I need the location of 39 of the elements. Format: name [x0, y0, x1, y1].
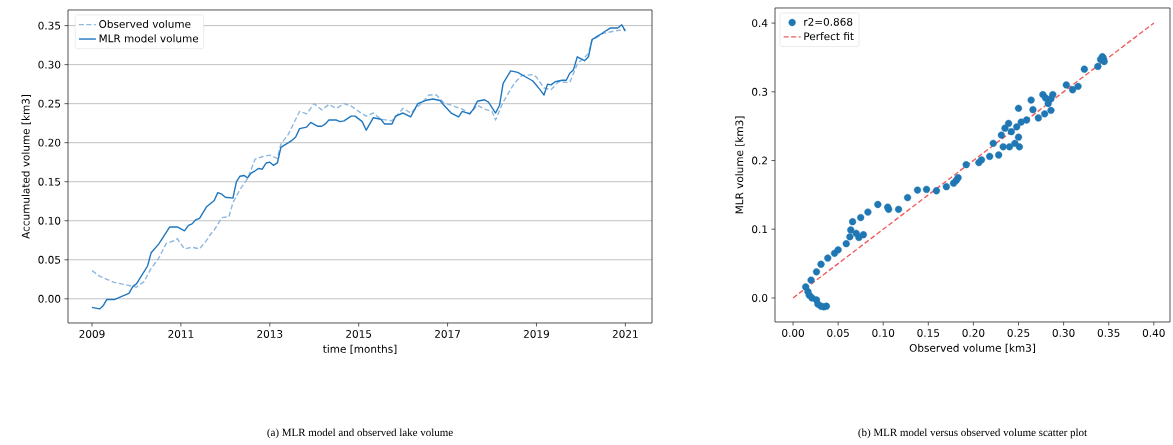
text: (a) MLR model and observed lake volume	[267, 428, 453, 439]
text: (b) MLR model versus observed volume scatter plot	[858, 428, 1088, 439]
x-tick-label: 0.25	[1007, 329, 1030, 337]
x-axis-title: Observed volume [km3]	[909, 343, 1036, 354]
legend-label: Observed volume	[99, 19, 191, 28]
legend-label: MLR model volume	[99, 34, 199, 43]
x-tick-label: 2019	[523, 330, 550, 338]
x-tick-label: 2021	[612, 330, 638, 338]
y-tick-label: 0.05	[38, 255, 61, 264]
y-tick-label: 0.25	[38, 99, 61, 108]
y-tick-label: 0.00	[38, 294, 61, 303]
x-tick-label: 0.40	[1142, 329, 1165, 337]
x-tick-label: 0.30	[1052, 329, 1075, 337]
y-tick-label: 0.2	[752, 156, 767, 165]
x-tick-label: 2009	[79, 330, 105, 338]
y-tick-label: 0.1	[752, 225, 768, 234]
legend-label: r2=0.868	[804, 17, 853, 26]
y-axis-title: MLR volume [km3]	[735, 116, 745, 214]
y-tick-label: 0.35	[38, 21, 61, 30]
x-tick-label: 0.10	[872, 329, 895, 337]
x-tick-label: 2017	[435, 330, 460, 338]
x-tick-label: 2015	[346, 330, 372, 338]
y-tick-label: 0.0	[752, 293, 768, 302]
y-tick-label: 0.30	[38, 60, 61, 69]
y-tick-label: 0.4	[752, 19, 768, 28]
x-tick-label: 2013	[257, 330, 283, 338]
legend-label: Perfect fit	[804, 32, 854, 41]
x-tick-label: 0.15	[917, 329, 940, 337]
y-tick-label: 0.10	[38, 216, 61, 225]
x-tick-label: 0.00	[782, 329, 804, 337]
x-tick-label: 0.05	[827, 329, 849, 337]
x-axis-title: time [months]	[323, 344, 397, 355]
y-tick-label: 0.3	[752, 87, 768, 96]
x-tick-label: 0.20	[962, 329, 985, 337]
x-tick-label: 0.35	[1097, 329, 1120, 337]
y-axis-title: Accumulated volume [km3]	[21, 94, 31, 239]
y-tick-label: 0.15	[38, 177, 61, 186]
y-tick-label: 0.20	[38, 138, 61, 147]
x-tick-label: 2011	[168, 330, 194, 338]
